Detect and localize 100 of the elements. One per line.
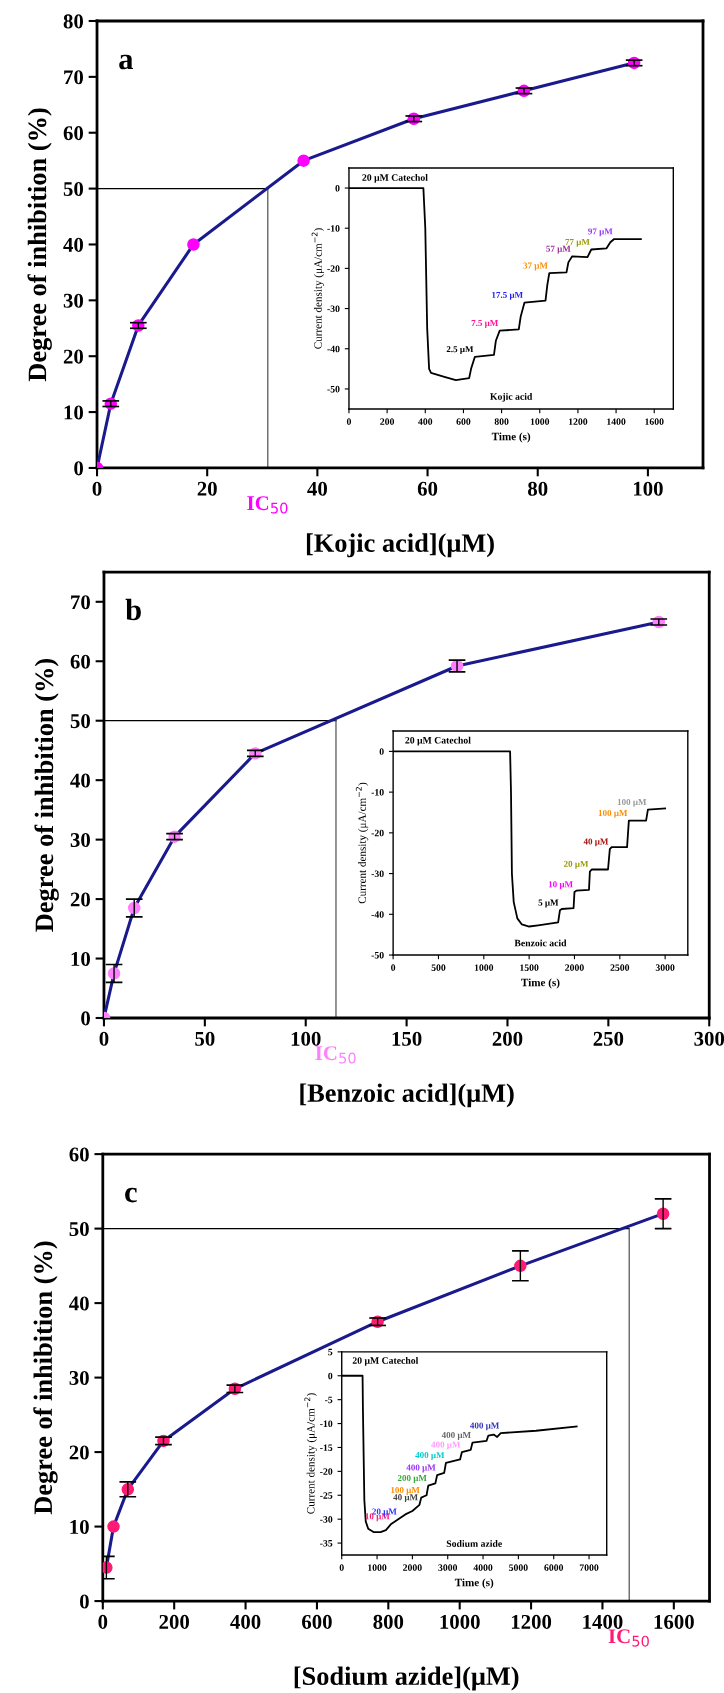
y-tick-label: -10 xyxy=(371,789,384,796)
annotation: 10 μM xyxy=(548,881,573,890)
x-tick-label: 2000 xyxy=(565,964,584,971)
x-axis-title: Time (s) xyxy=(491,432,531,443)
y-tick-label: -20 xyxy=(371,829,384,837)
annotation: 20 μM Catechol xyxy=(405,736,471,746)
y-tick-label: 10 xyxy=(64,405,84,420)
x-tick-label: 1400 xyxy=(583,1614,623,1629)
annotation: 100 μM xyxy=(391,1486,420,1495)
x-tick-label: 1400 xyxy=(607,418,626,425)
x-tick-label: 800 xyxy=(373,1614,404,1629)
y-tick-label: 80 xyxy=(63,14,84,29)
y-tick-label: 30 xyxy=(69,1370,89,1386)
ref-line-label: IC$_{50}$ xyxy=(247,496,288,514)
x-tick-label: 80 xyxy=(528,481,548,496)
x-tick-label: 1000 xyxy=(440,1614,480,1629)
x-tick-label: 200 xyxy=(380,418,395,425)
y-tick-label: -25 xyxy=(320,1492,333,1499)
x-axis-title: [Benzoic acid](μM) xyxy=(300,1083,514,1108)
x-tick-label: 100 xyxy=(633,481,663,496)
text: c xyxy=(125,1187,137,1203)
annotation: Benzoic acid xyxy=(514,939,567,947)
x-tick-label: 500 xyxy=(431,964,446,971)
y-tick-label: -15 xyxy=(320,1444,333,1451)
y-tick-label: -40 xyxy=(327,345,340,353)
y-tick-label: -20 xyxy=(320,1468,333,1475)
x-tick-label: 600 xyxy=(302,1614,332,1629)
annotation: 5 μM xyxy=(538,899,559,908)
y-tick-label: 60 xyxy=(70,654,90,669)
point xyxy=(107,1520,120,1533)
x-tick-label: 1000 xyxy=(474,964,494,971)
x-tick-label: 0 xyxy=(98,1614,108,1629)
x-tick-label: 200 xyxy=(159,1614,190,1629)
y-tick-label: 0 xyxy=(335,184,340,192)
y-tick-label: 0 xyxy=(74,461,84,476)
x-tick-label: 3000 xyxy=(655,964,675,971)
y-tick-label: -50 xyxy=(371,951,384,959)
y-tick-label: -10 xyxy=(320,1420,333,1428)
x-axis-title: Time (s) xyxy=(454,1578,494,1589)
y-tick-label: -50 xyxy=(327,385,340,393)
y-tick-label: 60 xyxy=(63,126,84,141)
x-tick-label: 5000 xyxy=(509,1564,528,1571)
x-tick-label: 6000 xyxy=(544,1564,564,1571)
annotation: 400 μM xyxy=(431,1441,461,1450)
annotation: 400 μM xyxy=(406,1464,436,1473)
x-tick-label: 200 xyxy=(492,1031,523,1046)
annotation: 400 μM xyxy=(441,1431,471,1440)
x-tick-label: 250 xyxy=(593,1031,624,1046)
y-tick-label: 40 xyxy=(69,1296,89,1311)
x-tick-label: 1500 xyxy=(520,964,539,971)
x-tick-label: 0 xyxy=(99,1031,109,1046)
x-tick-label: 300 xyxy=(694,1031,724,1046)
y-tick-label: 10 xyxy=(71,951,90,966)
y-axis-title: Current density (μA/cm$^{−2}$) xyxy=(311,228,325,349)
annotation: 100 μM xyxy=(617,798,647,807)
annotation: 37 μM xyxy=(523,262,548,271)
annotation: 20 μM Catechol xyxy=(362,173,428,183)
x-tick-label: 0 xyxy=(92,481,102,496)
x-tick-label: 100 xyxy=(291,1031,321,1046)
y-tick-label: 30 xyxy=(63,293,84,308)
annotation: 400 μM xyxy=(470,1422,500,1431)
y-tick-label: 50 xyxy=(63,181,84,197)
point xyxy=(297,154,310,167)
point xyxy=(187,238,200,251)
x-tick-label: 0 xyxy=(346,418,352,425)
annotation: 200 μM xyxy=(397,1475,427,1483)
y-tick-label: 40 xyxy=(63,237,84,252)
annotation: 97 μM xyxy=(588,228,613,237)
text: a xyxy=(119,54,134,70)
x-tick-label: 1000 xyxy=(368,1564,387,1571)
x-tick-label: 600 xyxy=(456,418,471,425)
x-tick-label: 400 xyxy=(230,1614,261,1629)
x-tick-label: 800 xyxy=(494,418,509,425)
annotation: 7.5 μM xyxy=(471,320,499,328)
annotation: 20 μM xyxy=(563,860,589,869)
x-tick-label: 20 xyxy=(197,481,217,496)
y-tick-label: 50 xyxy=(69,1221,89,1237)
y-tick-label: 70 xyxy=(71,595,90,610)
y-tick-label: 40 xyxy=(70,773,90,788)
y-tick-label: -30 xyxy=(320,1516,333,1523)
y-tick-label: 0 xyxy=(79,1594,89,1609)
y-tick-label: 0 xyxy=(81,1011,90,1026)
y-tick-label: 10 xyxy=(70,1519,89,1535)
y-tick-label: -35 xyxy=(320,1540,333,1547)
ref-line-label: IC$_{50}$ xyxy=(608,1629,649,1647)
annotation: Sodium azide xyxy=(446,1540,502,1547)
y-tick-label: -30 xyxy=(327,305,340,313)
x-tick-label: 1200 xyxy=(568,418,588,425)
x-tick-label: 2500 xyxy=(610,964,630,971)
y-tick-label: -40 xyxy=(371,911,384,918)
x-tick-label: 7000 xyxy=(579,1564,599,1571)
y-tick-label: -30 xyxy=(371,870,384,878)
x-tick-label: 2000 xyxy=(403,1564,422,1571)
annotation: Kojic acid xyxy=(490,392,533,402)
x-axis-title: [Sodium azide](μM) xyxy=(294,1666,519,1691)
x-axis-title: [Kojic acid](μM) xyxy=(306,533,494,558)
annotation: 40 μM xyxy=(583,838,609,847)
x-tick-label: 1200 xyxy=(511,1614,552,1629)
x-tick-label: 4000 xyxy=(473,1564,493,1571)
annotation: 20 μM Catechol xyxy=(352,1356,419,1366)
